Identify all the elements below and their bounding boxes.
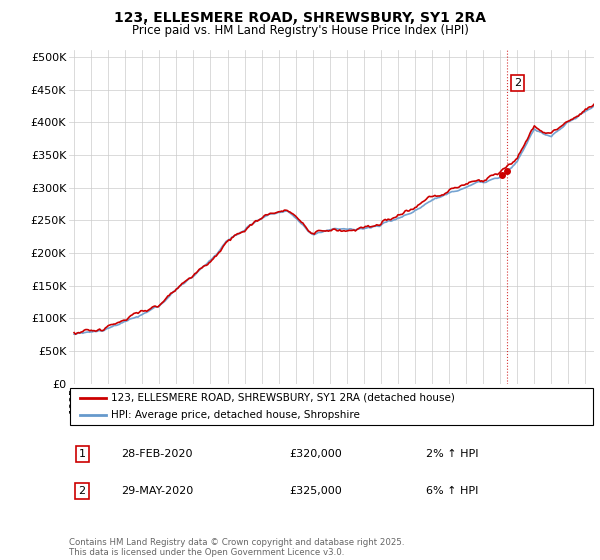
Text: 2: 2 <box>79 486 86 496</box>
Text: 2% ↑ HPI: 2% ↑ HPI <box>426 449 479 459</box>
Text: 28-FEB-2020: 28-FEB-2020 <box>121 449 193 459</box>
Text: £325,000: £325,000 <box>290 486 342 496</box>
Text: HPI: Average price, detached house, Shropshire: HPI: Average price, detached house, Shro… <box>111 410 360 421</box>
FancyBboxPatch shape <box>70 388 593 425</box>
Text: Contains HM Land Registry data © Crown copyright and database right 2025.
This d: Contains HM Land Registry data © Crown c… <box>69 538 404 557</box>
Text: 2: 2 <box>514 78 521 88</box>
Text: 1: 1 <box>79 449 86 459</box>
Text: 123, ELLESMERE ROAD, SHREWSBURY, SY1 2RA (detached house): 123, ELLESMERE ROAD, SHREWSBURY, SY1 2RA… <box>111 393 455 403</box>
Text: 123, ELLESMERE ROAD, SHREWSBURY, SY1 2RA: 123, ELLESMERE ROAD, SHREWSBURY, SY1 2RA <box>114 11 486 25</box>
Text: Price paid vs. HM Land Registry's House Price Index (HPI): Price paid vs. HM Land Registry's House … <box>131 24 469 36</box>
Text: £320,000: £320,000 <box>290 449 342 459</box>
Text: 6% ↑ HPI: 6% ↑ HPI <box>426 486 478 496</box>
Text: 29-MAY-2020: 29-MAY-2020 <box>121 486 194 496</box>
